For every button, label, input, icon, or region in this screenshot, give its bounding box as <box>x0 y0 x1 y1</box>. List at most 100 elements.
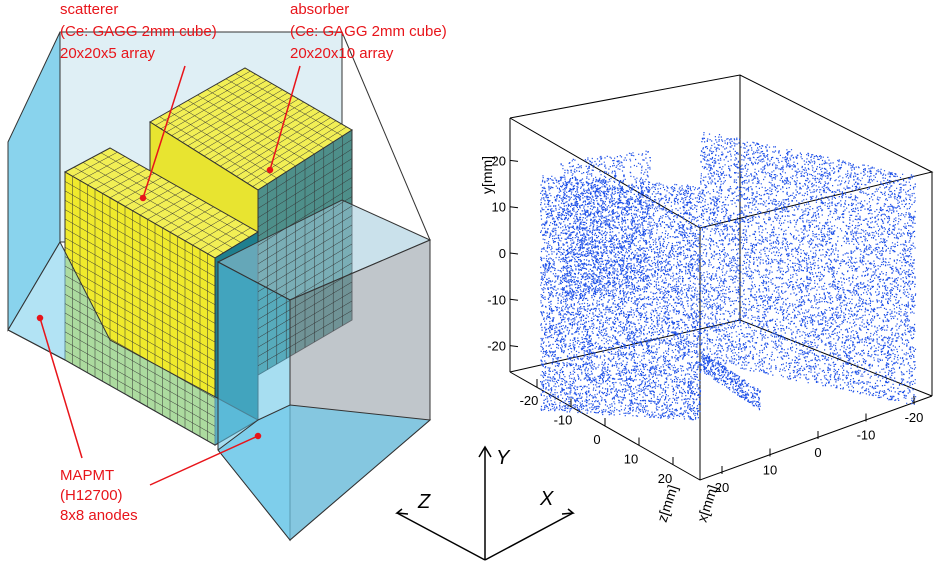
axis-title: y[mm] <box>479 156 495 194</box>
tick-mark <box>509 206 519 209</box>
grid-line <box>199 223 244 250</box>
grid-line <box>257 281 353 339</box>
tick-label: -20 <box>905 410 924 425</box>
label: scatterer <box>60 1 118 18</box>
axis-triad <box>395 445 575 561</box>
leader <box>142 65 186 199</box>
leader-dot <box>266 166 274 174</box>
grid-line <box>162 202 207 229</box>
leader-dot <box>36 314 44 322</box>
grid-line <box>257 139 353 200</box>
grid-line <box>160 73 256 130</box>
grid-line <box>109 172 155 199</box>
leader <box>39 317 83 459</box>
grid-line <box>257 215 353 274</box>
grid-line <box>94 164 140 190</box>
grid-line <box>257 177 353 237</box>
grid-line <box>257 243 353 302</box>
arrow <box>484 512 574 561</box>
grid-line <box>220 108 315 167</box>
label: 20x20x10 array <box>290 45 394 62</box>
grid-line <box>257 291 353 348</box>
grid-line <box>257 196 353 255</box>
grid-line <box>64 199 216 287</box>
grid-line <box>64 218 216 305</box>
grid-line <box>169 206 214 233</box>
label: 8x8 anodes <box>60 507 138 524</box>
tick-label: 20 <box>492 153 506 168</box>
grid-line <box>132 185 177 211</box>
tick-mark <box>509 252 519 255</box>
grid-line <box>64 275 216 362</box>
grid-line <box>64 293 216 380</box>
tick-mark <box>509 298 519 301</box>
outline <box>341 31 431 241</box>
grid-line <box>171 80 267 136</box>
grid-line <box>176 83 272 140</box>
grid-line <box>155 70 251 126</box>
grid-line <box>72 151 118 177</box>
grid-line <box>236 117 331 177</box>
grid-line <box>64 256 216 343</box>
point-cloud <box>540 132 917 421</box>
axis-title: z[mm] <box>654 483 681 524</box>
arrow <box>396 512 486 561</box>
tick-label: 10 <box>492 200 506 215</box>
triad-label: X <box>539 488 554 510</box>
grid-line <box>198 95 294 153</box>
grid-line <box>87 160 133 186</box>
grid-line <box>177 210 222 237</box>
tick-label: 10 <box>624 452 638 467</box>
grid-line <box>257 300 353 357</box>
tick-mark <box>509 159 519 162</box>
grid-line <box>64 303 216 390</box>
tick-label: -20 <box>520 393 539 408</box>
grid-line <box>192 219 236 246</box>
axis-title: x[mm] <box>694 483 721 524</box>
grid-line <box>182 86 278 143</box>
label: absorber <box>290 1 349 18</box>
grid-line <box>64 331 216 418</box>
grid-line <box>247 123 342 184</box>
outline <box>7 142 66 361</box>
grid-line <box>257 234 353 292</box>
grid-line <box>257 272 353 329</box>
grid-line <box>207 227 251 254</box>
plot-axes: 20 10 0 -10 -20 -20 -10 0 10 20 20 10 0 -10 -20 <box>487 153 923 495</box>
triad-label: Y <box>496 447 511 469</box>
grid-line <box>209 101 304 160</box>
grid-line <box>64 228 216 315</box>
tick-label: 0 <box>593 432 600 447</box>
grid-line <box>79 156 125 181</box>
arrowhead <box>561 508 575 515</box>
grid-line <box>64 322 216 408</box>
grid-line <box>257 186 353 246</box>
grid-line <box>124 181 170 207</box>
tick-label: 0 <box>499 246 506 261</box>
tick-label: 10 <box>763 463 777 478</box>
grid-line <box>241 120 337 181</box>
grid-line <box>64 350 216 436</box>
tick-label: 20 <box>715 480 729 495</box>
grid-line <box>257 253 353 311</box>
grid-line <box>252 126 347 187</box>
tick-label: 0 <box>814 445 821 460</box>
grid-line <box>257 205 353 265</box>
grid-line <box>64 190 216 277</box>
tick-label: 20 <box>658 471 672 486</box>
grid-line <box>139 189 185 216</box>
tick-label: -10 <box>554 413 573 428</box>
grid-line <box>257 148 353 209</box>
grid-line <box>193 92 288 150</box>
label: (Ce: GAGG 2mm cube) <box>60 23 217 40</box>
grid-line <box>102 168 148 194</box>
label: 20x20x5 array <box>60 45 156 62</box>
grid-line <box>154 198 199 224</box>
grid-line <box>64 265 216 352</box>
label: (Ce: GAGG 2mm cube) <box>290 23 447 40</box>
tick-label: -10 <box>857 428 876 443</box>
label: (H12700) <box>60 487 123 504</box>
grid-line <box>257 167 353 228</box>
